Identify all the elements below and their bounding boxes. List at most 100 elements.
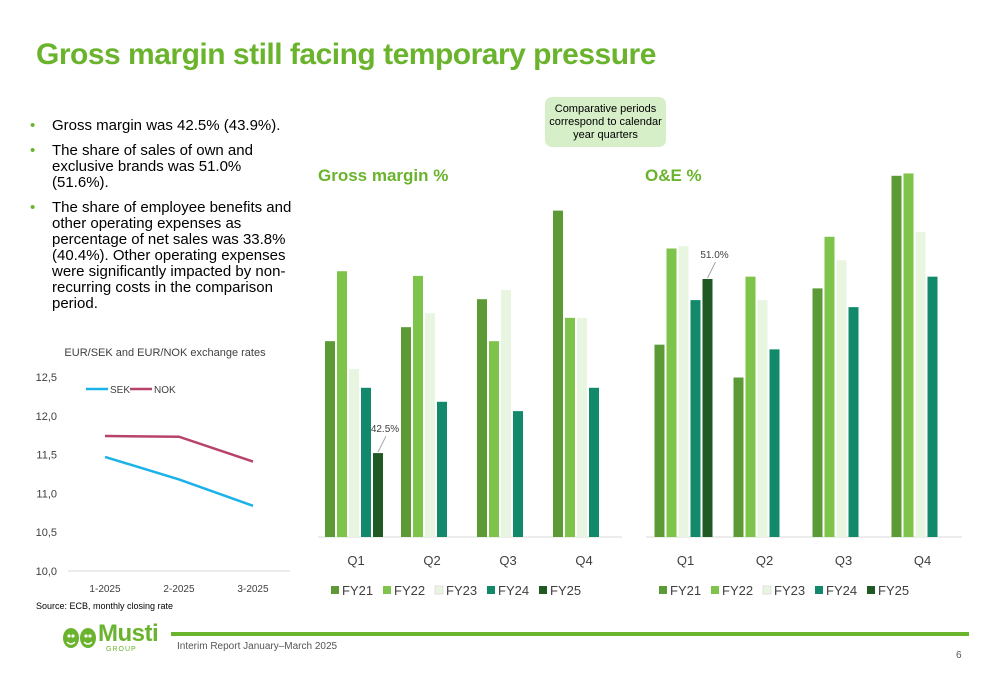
comparative-periods-note: Comparative periods correspond to calend… [545,97,666,147]
bar-fy24-q3 [513,411,523,537]
legend-swatch-fy23 [762,585,772,595]
bullet-list: • Gross margin was 42.5% (43.9%). • The sh… [30,118,295,321]
data-label-leader [377,435,387,453]
logo-wordmark: Musti [98,620,159,647]
footer-divider [171,632,969,636]
legend-swatch-fy24 [487,586,495,594]
legend-label-fy24: FY24 [826,583,857,598]
bar-fy21-q1 [654,344,665,537]
x-tick-label: Q1 [347,553,364,568]
data-label: 51.0% [700,250,728,261]
bar-fy23-q3 [501,289,511,537]
bar-fy21-q4 [891,175,902,538]
paw-logo-icon [63,628,96,648]
x-tick-label: 3-2025 [237,584,269,595]
bar-fy23-q4 [577,317,587,537]
x-tick-label: Q3 [499,553,516,568]
bullet-text: Gross margin was 42.5% (43.9%). [52,117,281,134]
bullet-text: The share of sales of own and exclusive … [52,142,253,191]
bar-fy22-q3 [489,341,499,537]
bar-fy24-q4 [927,276,938,537]
y-tick-label: 12,5 [36,372,57,384]
legend-label-sek: SEK [110,385,130,396]
y-tick-label: 10,5 [36,527,57,539]
bar-fy24-q2 [437,401,447,537]
x-tick-label: Q2 [756,553,773,568]
x-tick-label: Q3 [835,553,852,568]
bar-fy21-q3 [812,288,823,537]
legend-swatch-fy24 [815,586,823,594]
legend-label-fy25: FY25 [550,583,581,598]
series-line-sek [104,455,254,507]
legend-label-fy22: FY22 [722,583,753,598]
x-tick-label: 1-2025 [89,584,121,595]
x-tick-label: Q4 [575,553,592,568]
bar-fy21-q3 [477,299,487,537]
gross-margin-chart-title: Gross margin % [318,166,449,185]
musti-logo: Musti GROUP [62,620,172,656]
data-label: 42.5% [371,424,399,435]
oe-chart-title: O&E % [645,166,702,185]
bar-fy22-q2 [413,275,423,537]
bullet-item: • Gross margin was 42.5% (43.9%). [30,118,295,134]
bar-fy25-q1 [373,453,383,537]
bar-fy22-q1 [666,248,677,537]
x-tick-label: Q1 [677,553,694,568]
bar-fy24-q1 [361,387,371,537]
bar-fy23-q2 [425,313,435,537]
x-tick-label: Q4 [914,553,931,568]
bar-fy23-q3 [836,260,847,537]
bar-fy22-q4 [565,317,575,537]
legend-swatch-fy23 [434,585,444,595]
series-line-nok [104,434,254,463]
bullet-dot: • [30,142,36,159]
bullet-dot: • [30,199,36,216]
legend-label-fy23: FY23 [774,583,805,598]
legend-label-fy25: FY25 [878,583,909,598]
bar-fy23-q4 [915,232,926,537]
y-tick-label: 12,0 [36,411,57,423]
report-name: Interim Report January–March 2025 [177,641,338,652]
x-tick-label: 2-2025 [163,584,195,595]
x-tick-label: Q2 [423,553,440,568]
y-tick-label: 11,5 [36,450,57,462]
legend-label-fy22: FY22 [394,583,425,598]
bar-fy24-q3 [848,307,859,537]
page-number: 6 [956,650,962,661]
bar-fy22-q1 [337,271,347,537]
source-note: Source: ECB, monthly closing rate [36,601,174,611]
bar-fy21-q2 [733,377,744,537]
legend-label-fy23: FY23 [446,583,477,598]
bar-fy23-q1 [349,369,359,537]
legend-swatch-fy25 [539,586,547,594]
bar-fy25-q1 [702,279,713,537]
legend-swatch-fy25 [867,586,875,594]
bar-fy23-q2 [757,300,768,537]
legend-swatch-fy21 [331,586,339,594]
bar-fy24-q2 [769,349,780,537]
bar-fy21-q1 [325,341,335,537]
legend-label-fy21: FY21 [670,583,701,598]
bullet-dot: • [30,117,36,134]
line-chart-title: EUR/SEK and EUR/NOK exchange rates [64,347,266,359]
legend-label-fy24: FY24 [498,583,529,598]
bullet-item: • The share of sales of own and exclusive… [30,143,295,191]
bar-fy23-q1 [678,246,689,537]
logo-subtitle: GROUP [106,646,137,653]
y-tick-label: 11,0 [36,488,57,500]
bar-fy22-q2 [745,276,756,537]
legend-swatch-fy22 [711,586,719,594]
bar-fy22-q4 [903,173,914,538]
legend-label-nok: NOK [154,385,176,396]
bar-fy22-q3 [824,236,835,538]
bar-fy21-q4 [553,210,563,538]
bar-fy21-q2 [401,327,411,537]
data-label-leader [707,261,716,279]
bar-fy24-q4 [589,387,599,537]
bar-fy24-q1 [690,300,701,537]
bullet-text: The share of employee benefits and other… [52,199,292,312]
page-title: Gross margin still facing temporary pres… [36,38,656,71]
bullet-item: • The share of employee benefits and othe… [30,200,295,312]
legend-swatch-fy21 [659,586,667,594]
